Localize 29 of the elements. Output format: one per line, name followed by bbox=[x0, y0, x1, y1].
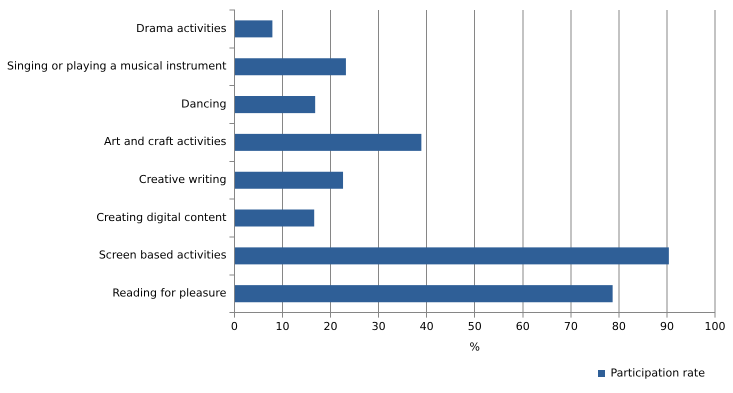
x-tick-label: 20 bbox=[324, 320, 338, 334]
bar bbox=[234, 58, 346, 76]
x-tick-label: 90 bbox=[660, 320, 674, 334]
y-tick-label: Creative writing bbox=[138, 173, 226, 186]
bar bbox=[234, 172, 344, 189]
x-tick-label: 0 bbox=[230, 320, 238, 334]
y-tick-label: Creating digital content bbox=[96, 210, 228, 224]
bar bbox=[234, 20, 272, 38]
y-tick-label: Screen based activities bbox=[98, 248, 227, 262]
y-tick-label: Drama activities bbox=[136, 22, 227, 35]
x-tick-label: 50 bbox=[468, 320, 482, 334]
x-tick-label: 60 bbox=[516, 320, 530, 334]
y-tick-label: Reading for pleasure bbox=[112, 286, 227, 300]
x-tick-label: 30 bbox=[372, 320, 386, 334]
legend-label: Participation rate bbox=[610, 366, 706, 380]
x-tick-label: 70 bbox=[564, 320, 578, 334]
x-axis-title: % bbox=[469, 340, 480, 354]
bar bbox=[234, 96, 316, 114]
x-tick-label: 40 bbox=[420, 320, 434, 334]
x-tick-label: 100 bbox=[704, 320, 726, 334]
y-tick-label: Dancing bbox=[181, 97, 226, 110]
x-tick-label: 10 bbox=[275, 320, 290, 334]
x-tick-label: 80 bbox=[612, 320, 626, 334]
bar bbox=[234, 210, 314, 227]
bar bbox=[234, 285, 613, 302]
y-tick-label: Art and craft activities bbox=[104, 135, 227, 148]
bar bbox=[234, 247, 669, 264]
y-tick-label: Singing or playing a musical instrument bbox=[6, 60, 228, 73]
bar bbox=[234, 134, 422, 151]
